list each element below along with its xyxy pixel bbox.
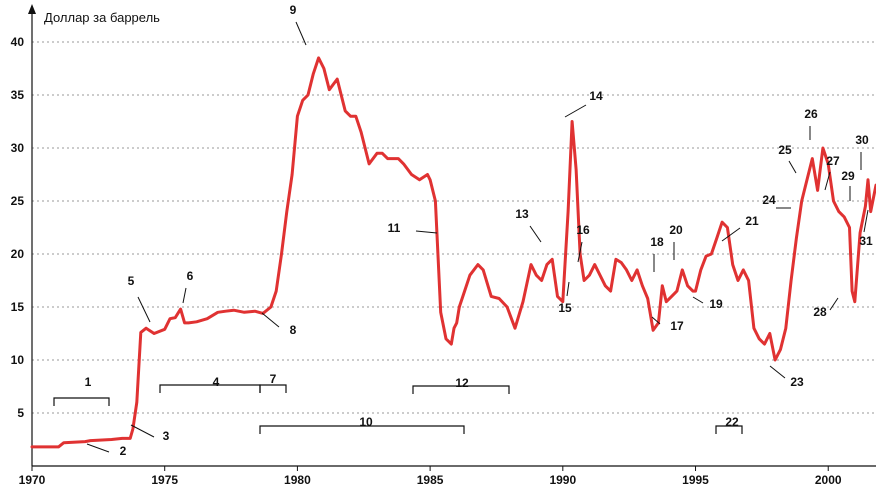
annotation-label: 9 xyxy=(290,3,297,17)
annotation-label: 8 xyxy=(290,323,297,337)
annotation-pointer xyxy=(829,297,839,311)
annotation-label: 2 xyxy=(120,444,127,458)
axes xyxy=(28,4,876,467)
annotation-label: 20 xyxy=(669,223,683,237)
annotation-label: 15 xyxy=(558,301,572,315)
annotation-pointer xyxy=(721,227,741,242)
annotation-label: 31 xyxy=(859,234,873,248)
y-axis-arrow xyxy=(28,4,36,14)
annotation-pointer xyxy=(564,104,587,118)
annotation-label: 14 xyxy=(589,89,603,103)
x-tick-label: 1975 xyxy=(151,473,178,487)
annotation-label: 30 xyxy=(855,133,869,147)
annotation-pointers xyxy=(86,21,869,453)
period-brackets xyxy=(53,384,743,434)
period-label: 7 xyxy=(270,372,277,386)
annotation-label: 18 xyxy=(650,235,664,249)
annotation-pointer xyxy=(824,171,831,191)
annotation-label: 26 xyxy=(804,107,818,121)
annotation-label: 27 xyxy=(826,154,840,168)
y-tick-labels: 5 10 15 20 25 30 35 40 xyxy=(11,35,25,420)
annotation-label: 29 xyxy=(841,169,855,183)
annotation-label: 24 xyxy=(762,193,776,207)
annotation-label: 16 xyxy=(576,223,590,237)
annotation-label: 21 xyxy=(745,214,759,228)
x-tick-label: 1990 xyxy=(549,473,576,487)
x-tick-labels: 1970 1975 1980 1985 1990 1995 2000 xyxy=(19,466,842,487)
annotation-label: 19 xyxy=(709,297,723,311)
annotation-pointer xyxy=(529,225,542,243)
annotation-pointer xyxy=(651,316,661,325)
annotation-pointer xyxy=(137,296,151,323)
period-bracket xyxy=(159,384,261,393)
price-series xyxy=(30,56,876,449)
period-label: 10 xyxy=(359,415,373,429)
annotation-pointer xyxy=(692,296,704,304)
period-bracket xyxy=(259,425,465,434)
annotation-label: 11 xyxy=(388,221,401,235)
x-tick-label: 1985 xyxy=(417,473,444,487)
y-tick-label: 5 xyxy=(17,406,24,420)
period-bracket xyxy=(259,384,287,393)
y-axis-label: Доллар за баррель xyxy=(44,10,160,25)
annotation-pointer xyxy=(86,443,110,453)
annotation-pointer xyxy=(295,21,307,46)
annotation-label: 28 xyxy=(813,305,827,319)
annotation-pointer xyxy=(182,287,187,304)
y-tick-label: 35 xyxy=(11,88,25,102)
period-bracket xyxy=(715,425,743,434)
annotation-label: 13 xyxy=(515,207,529,221)
annotation-pointer xyxy=(788,160,797,174)
annotation-pointer xyxy=(130,424,155,438)
y-tick-label: 30 xyxy=(11,141,25,155)
annotation-pointer xyxy=(415,230,438,234)
period-bracket xyxy=(53,397,110,406)
y-tick-label: 10 xyxy=(11,353,25,367)
annotation-label: 23 xyxy=(790,375,804,389)
y-tick-label: 25 xyxy=(11,194,25,208)
annotation-pointer xyxy=(261,312,280,328)
period-label: 1 xyxy=(85,375,92,389)
annotation-label: 5 xyxy=(128,274,135,288)
annotation-pointer xyxy=(566,281,570,297)
period-bracket xyxy=(412,385,510,394)
annotation-pointer xyxy=(769,365,786,379)
period-label: 4 xyxy=(213,375,220,389)
price-line xyxy=(30,56,876,449)
annotation-pointer xyxy=(577,241,583,263)
gridlines xyxy=(32,41,876,414)
period-label: 22 xyxy=(725,415,739,429)
y-tick-label: 40 xyxy=(11,35,25,49)
y-tick-label: 15 xyxy=(11,300,25,314)
annotation-pointer xyxy=(863,209,869,233)
period-label: 12 xyxy=(455,376,469,390)
annotation-label: 6 xyxy=(187,269,194,283)
x-tick-label: 1995 xyxy=(682,473,709,487)
x-tick-label: 2000 xyxy=(815,473,842,487)
annotation-label: 3 xyxy=(163,429,170,443)
x-tick-label: 1980 xyxy=(284,473,311,487)
x-tick-label: 1970 xyxy=(19,473,46,487)
y-tick-label: 20 xyxy=(11,247,25,261)
annotation-label: 25 xyxy=(778,143,792,157)
annotation-label: 17 xyxy=(670,319,684,333)
